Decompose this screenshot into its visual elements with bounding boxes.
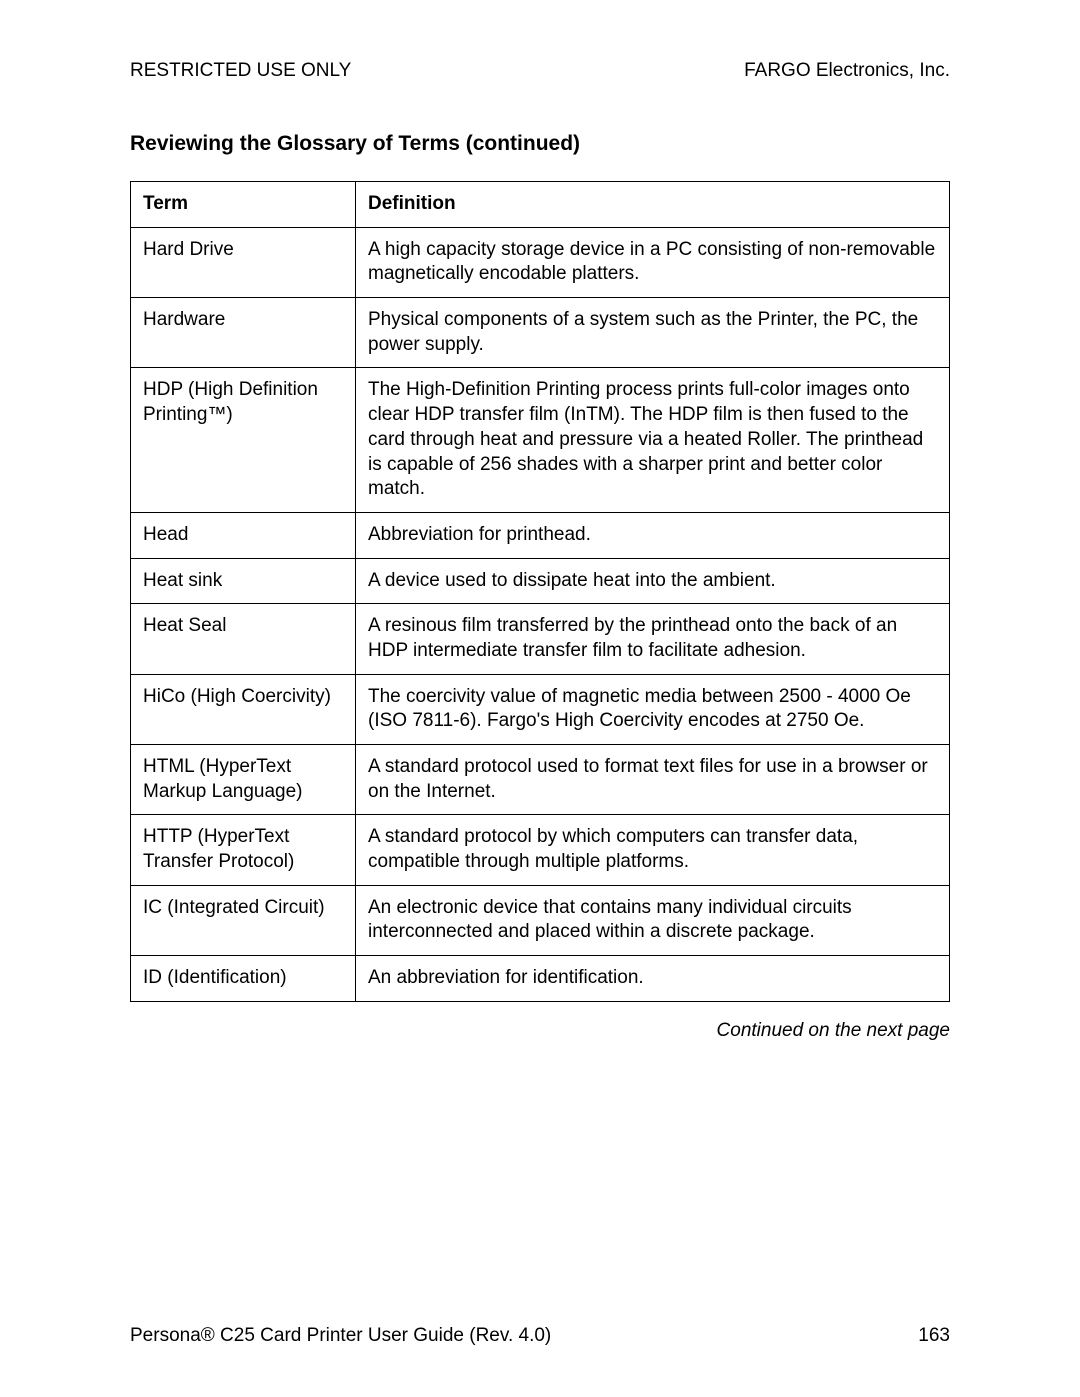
definition-cell: A high capacity storage device in a PC c… [356,227,950,297]
table-row: ID (Identification) An abbreviation for … [131,956,950,1002]
table-row: Hardware Physical components of a system… [131,298,950,368]
section-title: Reviewing the Glossary of Terms (continu… [130,132,950,156]
definition-cell: A standard protocol used to format text … [356,745,950,815]
table-header-row: Term Definition [131,182,950,228]
definition-cell: A standard protocol by which computers c… [356,815,950,885]
definition-cell: An abbreviation for identification. [356,956,950,1002]
page-header: RESTRICTED USE ONLY FARGO Electronics, I… [130,60,950,82]
term-cell: HDP (High Definition Printing™) [131,368,356,512]
term-cell: IC (Integrated Circuit) [131,885,356,955]
definition-cell: The coercivity value of magnetic media b… [356,674,950,744]
table-row: Heat Seal A resinous film transferred by… [131,604,950,674]
definition-cell: Abbreviation for printhead. [356,512,950,558]
table-row: HiCo (High Coercivity) The coercivity va… [131,674,950,744]
definition-cell: Physical components of a system such as … [356,298,950,368]
term-cell: Heat Seal [131,604,356,674]
term-cell: HTTP (HyperText Transfer Protocol) [131,815,356,885]
table-row: HDP (High Definition Printing™) The High… [131,368,950,512]
table-row: Head Abbreviation for printhead. [131,512,950,558]
definition-cell: The High-Definition Printing process pri… [356,368,950,512]
page-number: 163 [918,1325,950,1347]
term-cell: Heat sink [131,558,356,604]
term-cell: ID (Identification) [131,956,356,1002]
header-right: FARGO Electronics, Inc. [744,60,950,82]
glossary-table: Term Definition Hard Drive A high capaci… [130,181,950,1002]
table-row: Hard Drive A high capacity storage devic… [131,227,950,297]
definition-cell: An electronic device that contains many … [356,885,950,955]
col-header-term: Term [131,182,356,228]
table-row: HTML (HyperText Markup Language) A stand… [131,745,950,815]
term-cell: HTML (HyperText Markup Language) [131,745,356,815]
table-row: IC (Integrated Circuit) An electronic de… [131,885,950,955]
table-row: Heat sink A device used to dissipate hea… [131,558,950,604]
term-cell: Hardware [131,298,356,368]
page-footer: Persona® C25 Card Printer User Guide (Re… [130,1325,950,1347]
term-cell: HiCo (High Coercivity) [131,674,356,744]
footer-left: Persona® C25 Card Printer User Guide (Re… [130,1325,551,1347]
term-cell: Hard Drive [131,227,356,297]
col-header-definition: Definition [356,182,950,228]
table-row: HTTP (HyperText Transfer Protocol) A sta… [131,815,950,885]
header-left: RESTRICTED USE ONLY [130,60,351,82]
definition-cell: A resinous film transferred by the print… [356,604,950,674]
term-cell: Head [131,512,356,558]
definition-cell: A device used to dissipate heat into the… [356,558,950,604]
continued-text: Continued on the next page [130,1020,950,1042]
